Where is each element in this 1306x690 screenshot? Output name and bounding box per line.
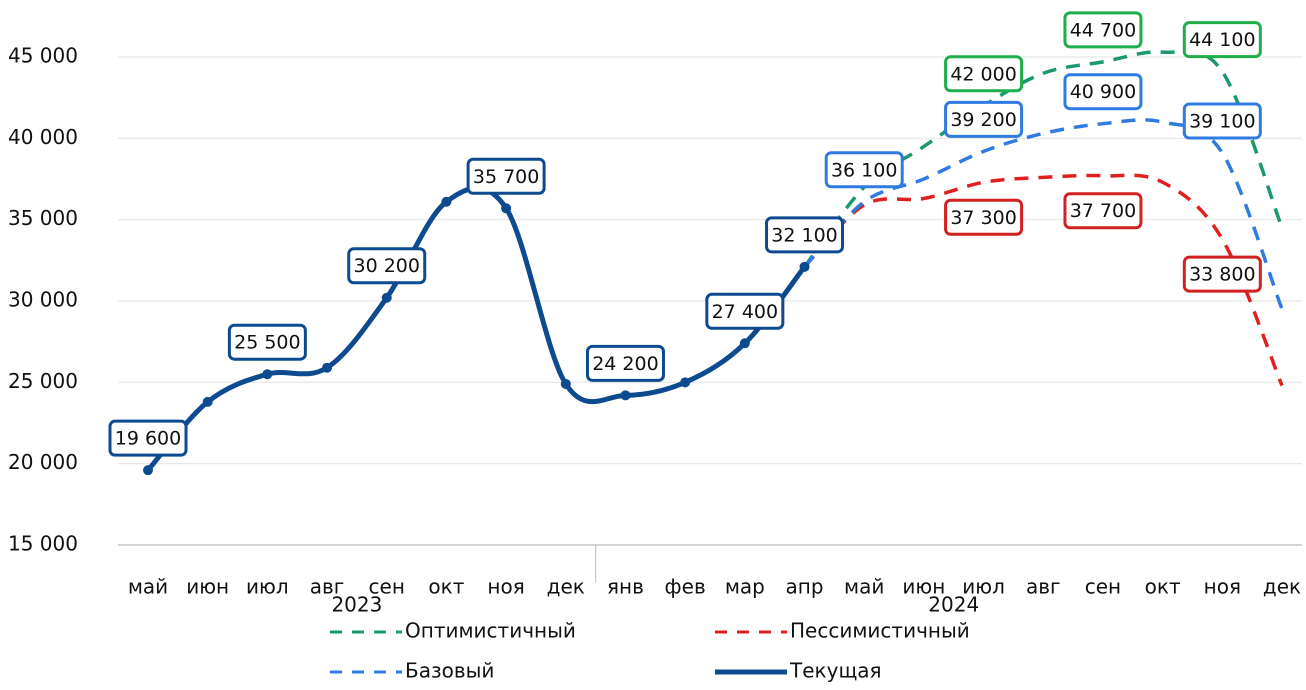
y-tick-label: 25 000 [8, 369, 78, 393]
x-tick-label: апр [786, 575, 824, 599]
point [799, 261, 810, 272]
data-label-box [585, 344, 665, 382]
data-label: 19 600 [115, 428, 181, 450]
x-tick-label: ноя [1204, 575, 1241, 599]
x-tick-label: дек [1263, 575, 1301, 599]
x-tick-label: июл [246, 575, 289, 599]
line-series [803, 118, 1284, 310]
data-label: 36 100 [831, 159, 897, 181]
data-label: 44 100 [1189, 29, 1255, 51]
y-tick-label: 20 000 [8, 450, 78, 474]
x-tick-label: дек [547, 575, 585, 599]
legend-label: Пессимистичный [790, 619, 970, 643]
data-label: 32 100 [771, 224, 837, 246]
point [322, 362, 333, 373]
data-label: 35 700 [473, 166, 539, 188]
x-tick-label: мар [725, 575, 765, 599]
point [501, 203, 512, 214]
data-label-box [108, 419, 188, 457]
x-tick-label: май [128, 575, 168, 599]
line-series [803, 173, 1284, 387]
data-label-box [765, 216, 845, 254]
data-label-box [227, 323, 307, 361]
data-label-box [1182, 102, 1262, 140]
point [262, 369, 273, 380]
group-label: 2024 [928, 593, 979, 617]
point [143, 465, 153, 476]
data-label: 42 000 [950, 63, 1016, 85]
data-label-box [1063, 192, 1143, 230]
data-label: 25 500 [234, 332, 300, 354]
data-label-box [1182, 255, 1262, 293]
y-tick-label: 40 000 [8, 125, 78, 149]
data-label-box [1063, 73, 1143, 111]
y-tick-label: 15 000 [8, 532, 78, 556]
data-label: 40 900 [1070, 81, 1136, 103]
legend-label: Базовый [405, 659, 494, 683]
data-label: 27 400 [712, 301, 778, 323]
data-label-box [705, 292, 785, 330]
line-series [803, 49, 1284, 268]
x-tick-label: сен [1085, 575, 1121, 599]
x-tick-label: июн [186, 575, 229, 599]
point [620, 390, 631, 401]
data-label: 44 700 [1070, 19, 1136, 41]
data-label: 24 200 [592, 353, 658, 375]
x-tick-label: авг [1026, 575, 1061, 599]
data-label-box [944, 55, 1024, 93]
x-tick-label: июн [902, 575, 945, 599]
point [381, 292, 392, 303]
x-tick-label: окт [428, 575, 464, 599]
point [739, 338, 750, 349]
point [202, 396, 213, 407]
x-tick-label: авг [310, 575, 345, 599]
x-tick-label: окт [1145, 575, 1181, 599]
data-label: 33 800 [1189, 264, 1255, 286]
data-label: 30 200 [353, 255, 419, 277]
data-label: 39 200 [950, 109, 1016, 131]
data-label-box [466, 157, 546, 195]
point [560, 378, 571, 389]
x-tick-label: сен [369, 575, 405, 599]
data-label: 37 300 [950, 207, 1016, 229]
data-label: 39 100 [1189, 110, 1255, 132]
y-tick-label: 45 000 [8, 44, 78, 68]
data-label-box [824, 151, 904, 189]
point [680, 377, 691, 388]
y-tick-label: 30 000 [8, 288, 78, 312]
data-label-box [1182, 21, 1262, 59]
x-tick-label: июл [962, 575, 1005, 599]
legend-label: Текущая [789, 659, 882, 683]
y-tick-label: 35 000 [8, 206, 78, 230]
x-tick-label: фев [665, 575, 706, 599]
point [441, 196, 452, 207]
legend-label: Оптимистичный [405, 619, 576, 643]
data-label-box [347, 247, 427, 285]
data-label-box [944, 100, 1024, 138]
data-label-box [944, 198, 1024, 236]
data-label: 37 700 [1070, 200, 1136, 222]
x-tick-label: май [844, 575, 884, 599]
x-tick-label: янв [607, 575, 644, 599]
x-tick-label: ноя [487, 575, 524, 599]
data-label-box [1063, 11, 1143, 49]
group-label: 2023 [331, 593, 382, 617]
